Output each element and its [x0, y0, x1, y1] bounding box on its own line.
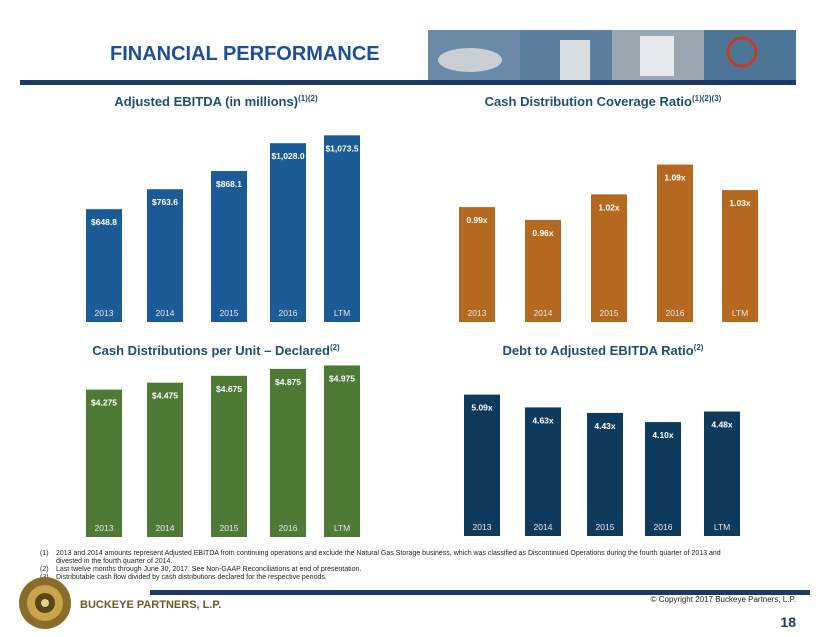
- data-label: 1.02x: [598, 202, 620, 212]
- category-label: 2014: [156, 308, 175, 318]
- data-label: 1.09x: [664, 173, 686, 183]
- data-label: $1,028.0: [271, 151, 304, 161]
- chart-title-note: (2): [330, 343, 340, 352]
- copyright: © Copyright 2017 Buckeye Partners, L.P.: [651, 595, 796, 604]
- bar: [645, 422, 681, 536]
- bar: [704, 411, 740, 536]
- footnote-text: Last twelve months through June 30, 2017…: [56, 566, 361, 573]
- photo-strip: [428, 30, 796, 80]
- category-label: 2016: [654, 522, 673, 532]
- footnote-marker: (1): [40, 550, 49, 557]
- category-label: 2016: [666, 308, 685, 318]
- chart-title: Debt to Adjusted EBITDA Ratio(2): [503, 343, 704, 358]
- category-label: 2014: [156, 523, 175, 533]
- data-label: $4.875: [275, 377, 301, 387]
- bar: [211, 171, 247, 322]
- data-label: $763.6: [152, 197, 178, 207]
- data-label: $868.1: [216, 179, 242, 189]
- slide-title: FINANCIAL PERFORMANCE: [110, 43, 380, 65]
- bar: [324, 365, 360, 537]
- data-label: 4.10x: [652, 430, 674, 440]
- category-label: 2015: [600, 308, 619, 318]
- category-label: LTM: [714, 522, 730, 532]
- category-label: 2014: [534, 522, 553, 532]
- category-label: 2015: [220, 308, 239, 318]
- bar: [587, 412, 623, 536]
- data-label: 4.43x: [594, 421, 616, 431]
- bar: [270, 143, 306, 322]
- chart-title-text: Cash Distributions per Unit – Declared: [92, 343, 330, 358]
- category-label: 2015: [596, 522, 615, 532]
- chart-title: Adjusted EBITDA (in millions)(1)(2): [114, 94, 318, 109]
- category-label: 2016: [279, 308, 298, 318]
- data-label: 5.09x: [471, 403, 493, 413]
- data-label: $648.8: [91, 217, 117, 227]
- data-label: 4.48x: [711, 420, 733, 430]
- bar: [324, 135, 360, 322]
- category-label: 2013: [95, 308, 114, 318]
- category-label: 2016: [279, 523, 298, 533]
- footer-rule: [150, 590, 810, 595]
- data-label: $4.275: [91, 398, 117, 408]
- category-label: 2013: [473, 522, 492, 532]
- bar: [722, 190, 758, 322]
- category-label: LTM: [732, 308, 748, 318]
- category-label: 2013: [95, 523, 114, 533]
- bar: [147, 189, 183, 322]
- bar: [211, 375, 247, 537]
- footnote-text: 2013 and 2014 amounts represent Adjusted…: [56, 550, 721, 557]
- chart-panel: Cash Distributions per Unit – Declared(2…: [86, 343, 360, 537]
- data-label: $4.975: [329, 373, 355, 383]
- bar: [86, 389, 122, 537]
- bar: [464, 394, 500, 536]
- chart-panel: Debt to Adjusted EBITDA Ratio(2) 5.09x 201…: [464, 343, 740, 536]
- chart-title: Cash Distribution Coverage Ratio(1)(2)(3…: [485, 94, 722, 109]
- charts: Adjusted EBITDA (in millions)(1)(2) $648.…: [86, 94, 758, 537]
- chart-title-text: Cash Distribution Coverage Ratio: [485, 94, 692, 109]
- bar: [657, 164, 693, 322]
- data-label: 0.96x: [532, 228, 554, 238]
- chart-title-note: (1)(2): [298, 94, 318, 103]
- chart-title-note: (1)(2)(3): [692, 94, 722, 103]
- data-label: 0.99x: [466, 215, 488, 225]
- bar: [591, 194, 627, 322]
- header-rule: [20, 80, 796, 85]
- bar: [525, 219, 561, 322]
- bar: [270, 368, 306, 537]
- bar: [147, 382, 183, 537]
- page-number: 18: [780, 614, 796, 630]
- category-label: 2013: [468, 308, 487, 318]
- chart-title-text: Debt to Adjusted EBITDA Ratio: [503, 343, 694, 358]
- data-label: $1,073.5: [325, 143, 358, 153]
- footnote-text: divested in the fourth quarter of 2014.: [56, 558, 172, 565]
- chart-title-note: (2): [694, 343, 704, 352]
- data-label: $4.675: [216, 384, 242, 394]
- category-label: 2014: [534, 308, 553, 318]
- footnote-text: Distributable cash flow divided by cash …: [56, 574, 327, 581]
- logo: [19, 577, 71, 629]
- company-name: BUCKEYE PARTNERS, L.P.: [80, 599, 221, 611]
- category-label: 2015: [220, 523, 239, 533]
- chart-panel: Cash Distribution Coverage Ratio(1)(2)(3…: [459, 94, 758, 322]
- category-label: LTM: [334, 308, 350, 318]
- data-label: 4.63x: [532, 415, 554, 425]
- chart-title: Cash Distributions per Unit – Declared(2…: [92, 343, 340, 358]
- chart-panel: Adjusted EBITDA (in millions)(1)(2) $648.…: [86, 94, 360, 322]
- chart-title-text: Adjusted EBITDA (in millions): [114, 94, 298, 109]
- bar: [525, 407, 561, 536]
- data-label: 1.03x: [729, 198, 751, 208]
- bar: [459, 207, 495, 322]
- bar: [86, 209, 122, 322]
- data-label: $4.475: [152, 391, 178, 401]
- footnote-marker: (2): [40, 566, 49, 573]
- category-label: LTM: [334, 523, 350, 533]
